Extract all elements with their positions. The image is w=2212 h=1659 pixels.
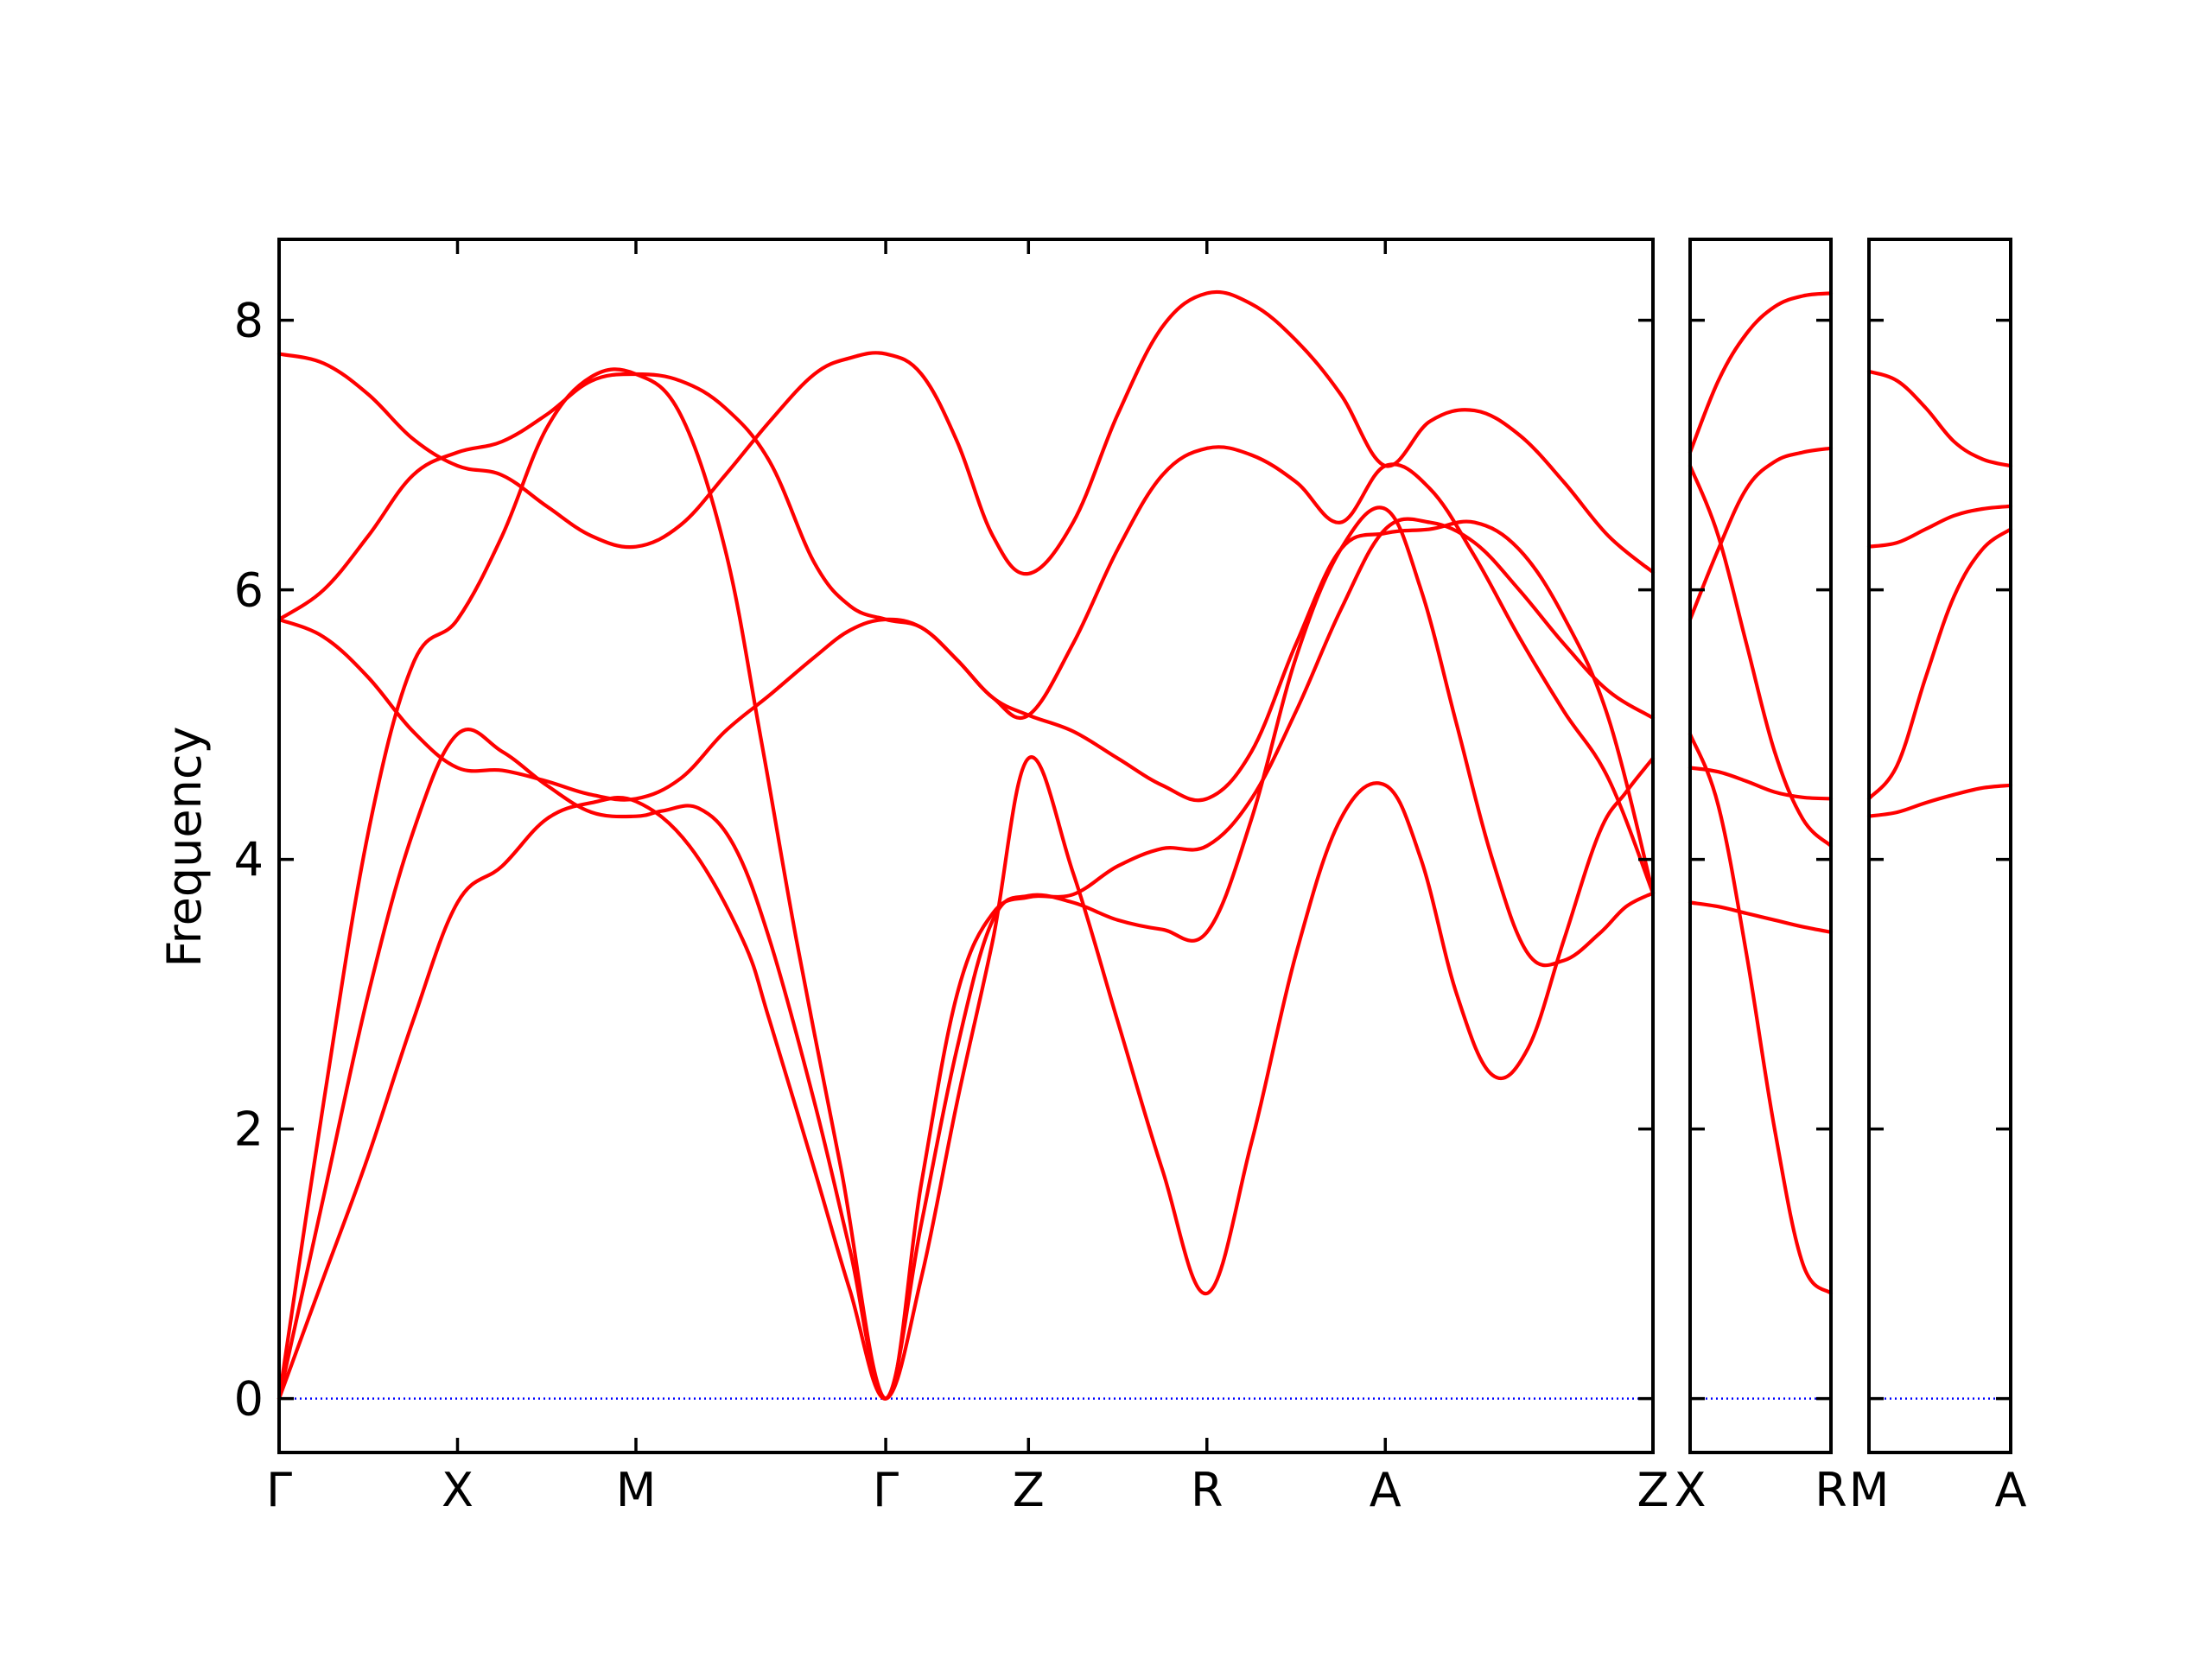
band-line-panel3-3 [1866,504,2013,549]
band-line-panel1-2 [276,505,1656,1401]
band-line-panel1-3 [276,367,1656,1401]
band-line-panel3-1 [1866,783,2013,818]
x-tick-label: Γ [266,1463,292,1517]
x-tick-label: Z [1637,1463,1669,1517]
band-line-panel3-2 [1866,527,2013,801]
band-line-panel1-6 [276,289,1656,576]
band-line-panel3-4 [1866,369,2013,468]
panel-frame-3 [1867,238,2012,1454]
x-tick-label: Z [1013,1463,1045,1517]
band-line-panel2-1 [1688,732,1834,1295]
x-tick-label: Γ [873,1463,899,1517]
x-tick-label: R [1191,1463,1224,1517]
band-line-panel2-4 [1688,464,1834,849]
panel-frame-1 [277,238,1655,1454]
x-tick-label: R [1815,1463,1847,1517]
y-tick-label: 2 [234,1103,264,1157]
band-line-panel1-5 [276,372,1656,895]
x-tick-label: A [1995,1463,2027,1517]
band-line-panel2-6 [1688,291,1834,454]
y-tick-label: 6 [234,563,264,618]
x-tick-label: M [616,1463,657,1517]
y-tick-label: 0 [234,1372,264,1427]
band-line-panel2-5 [1688,446,1834,621]
band-line-panel2-2 [1688,900,1834,934]
x-tick-label: X [442,1463,474,1517]
y-tick-label: 4 [234,833,264,887]
x-tick-label: A [1370,1463,1402,1517]
panel-frame-2 [1688,238,1833,1454]
y-axis-label: Frequency [157,727,212,968]
x-tick-label: X [1675,1463,1707,1517]
band-line-panel2-3 [1688,766,1834,801]
y-tick-label: 8 [234,294,264,348]
band-line-panel1-1 [276,755,1656,1401]
x-tick-label: M [1849,1463,1890,1517]
